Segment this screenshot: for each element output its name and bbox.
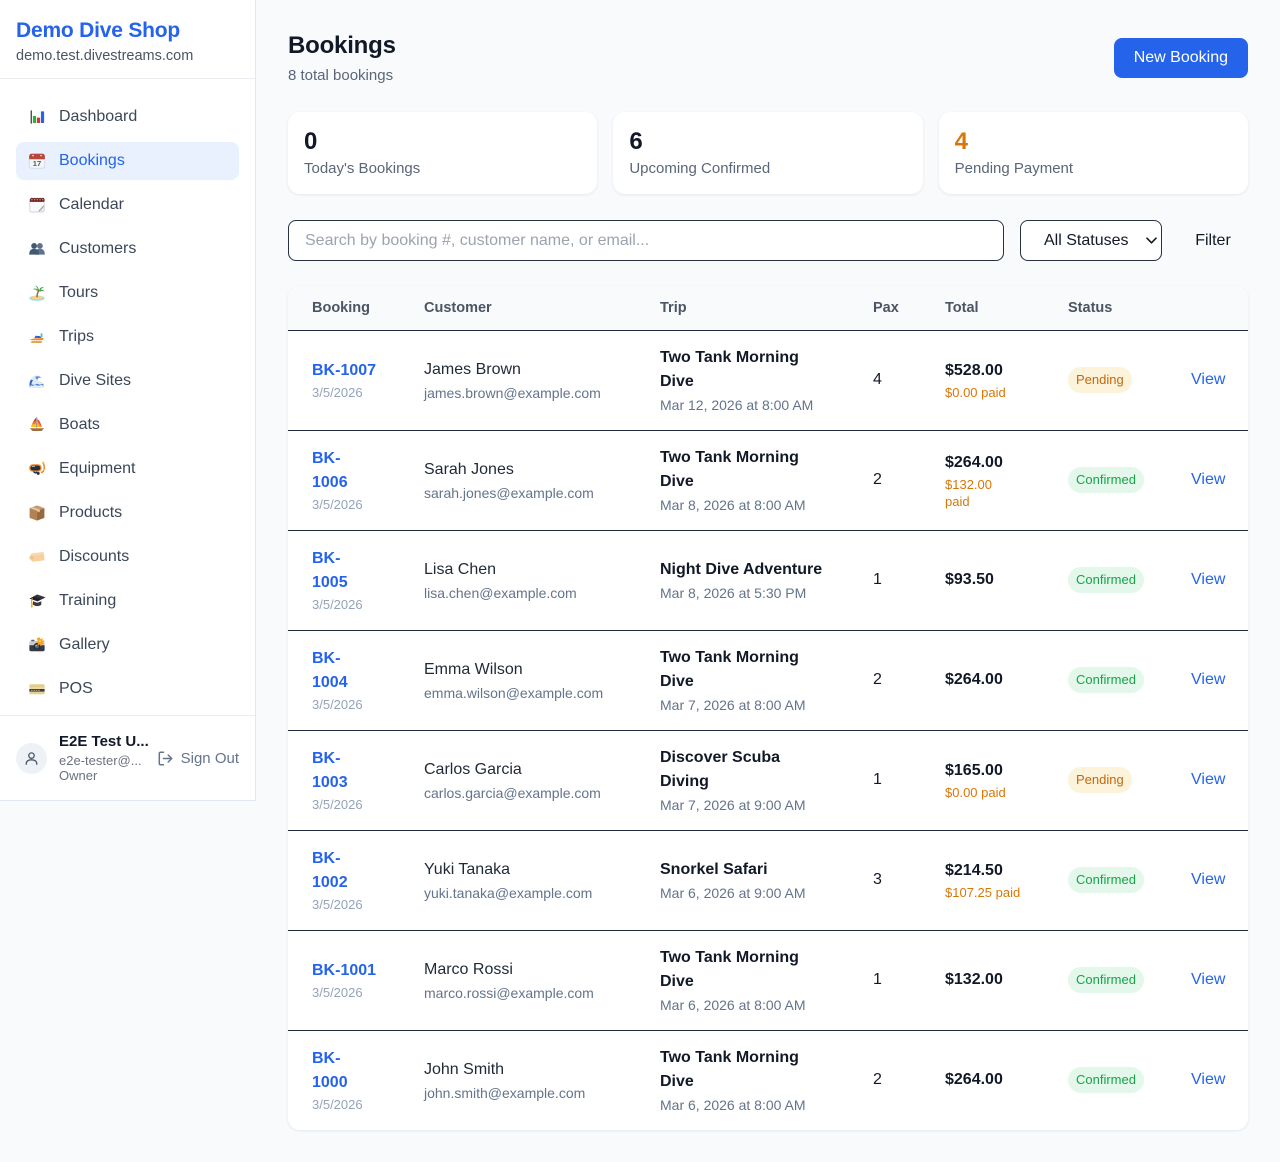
svg-text:17: 17 <box>33 159 41 168</box>
